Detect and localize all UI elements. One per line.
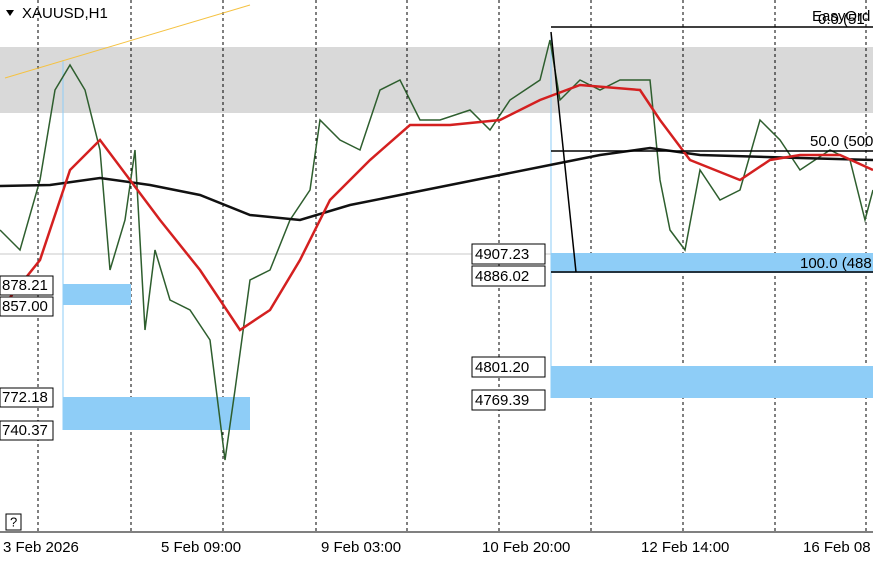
order-zones: [63, 253, 873, 430]
fib-label: 50.0 (500: [810, 133, 873, 150]
symbol-title: XAUUSD,H1: [22, 5, 108, 22]
price-series: [0, 39, 873, 461]
fib-label: 0.0 (51: [818, 11, 865, 28]
fast-moving-average: [0, 83, 873, 332]
time-label: 12 Feb 14:00: [641, 539, 729, 556]
time-label: 16 Feb 08: [803, 539, 871, 556]
price-label: 4769.39: [475, 392, 529, 409]
time-label: 9 Feb 03:00: [321, 539, 401, 556]
trend-line: [4, 4, 251, 79]
price-label: 772.18: [2, 389, 48, 406]
price-label: 740.37: [2, 422, 48, 439]
time-axis: 3 Feb 2026 5 Feb 09:00 9 Feb 03:00 10 Fe…: [3, 539, 871, 556]
price-label: 878.21: [2, 277, 48, 294]
price-label: 4907.23: [475, 246, 529, 263]
price-label: 4801.20: [475, 359, 529, 376]
price-label: 857.00: [2, 298, 48, 315]
right-price-labels: 4907.23 4886.02 4801.20 4769.39: [471, 243, 546, 411]
time-label: 10 Feb 20:00: [482, 539, 570, 556]
overlay-text: EasyOrd: [812, 8, 870, 25]
help-button[interactable]: [5, 513, 22, 531]
fibonacci: [550, 26, 873, 273]
menu-arrow[interactable]: [6, 10, 14, 16]
help-text: ?: [10, 514, 17, 529]
price-label: 4886.02: [475, 268, 529, 285]
time-label: 3 Feb 2026: [3, 539, 79, 556]
time-label: 5 Feb 09:00: [161, 539, 241, 556]
fib-label: 100.0 (488: [800, 255, 872, 272]
resistance-zone: [0, 47, 873, 113]
left-price-labels: 878.21 857.00 772.18 740.37: [0, 275, 54, 441]
